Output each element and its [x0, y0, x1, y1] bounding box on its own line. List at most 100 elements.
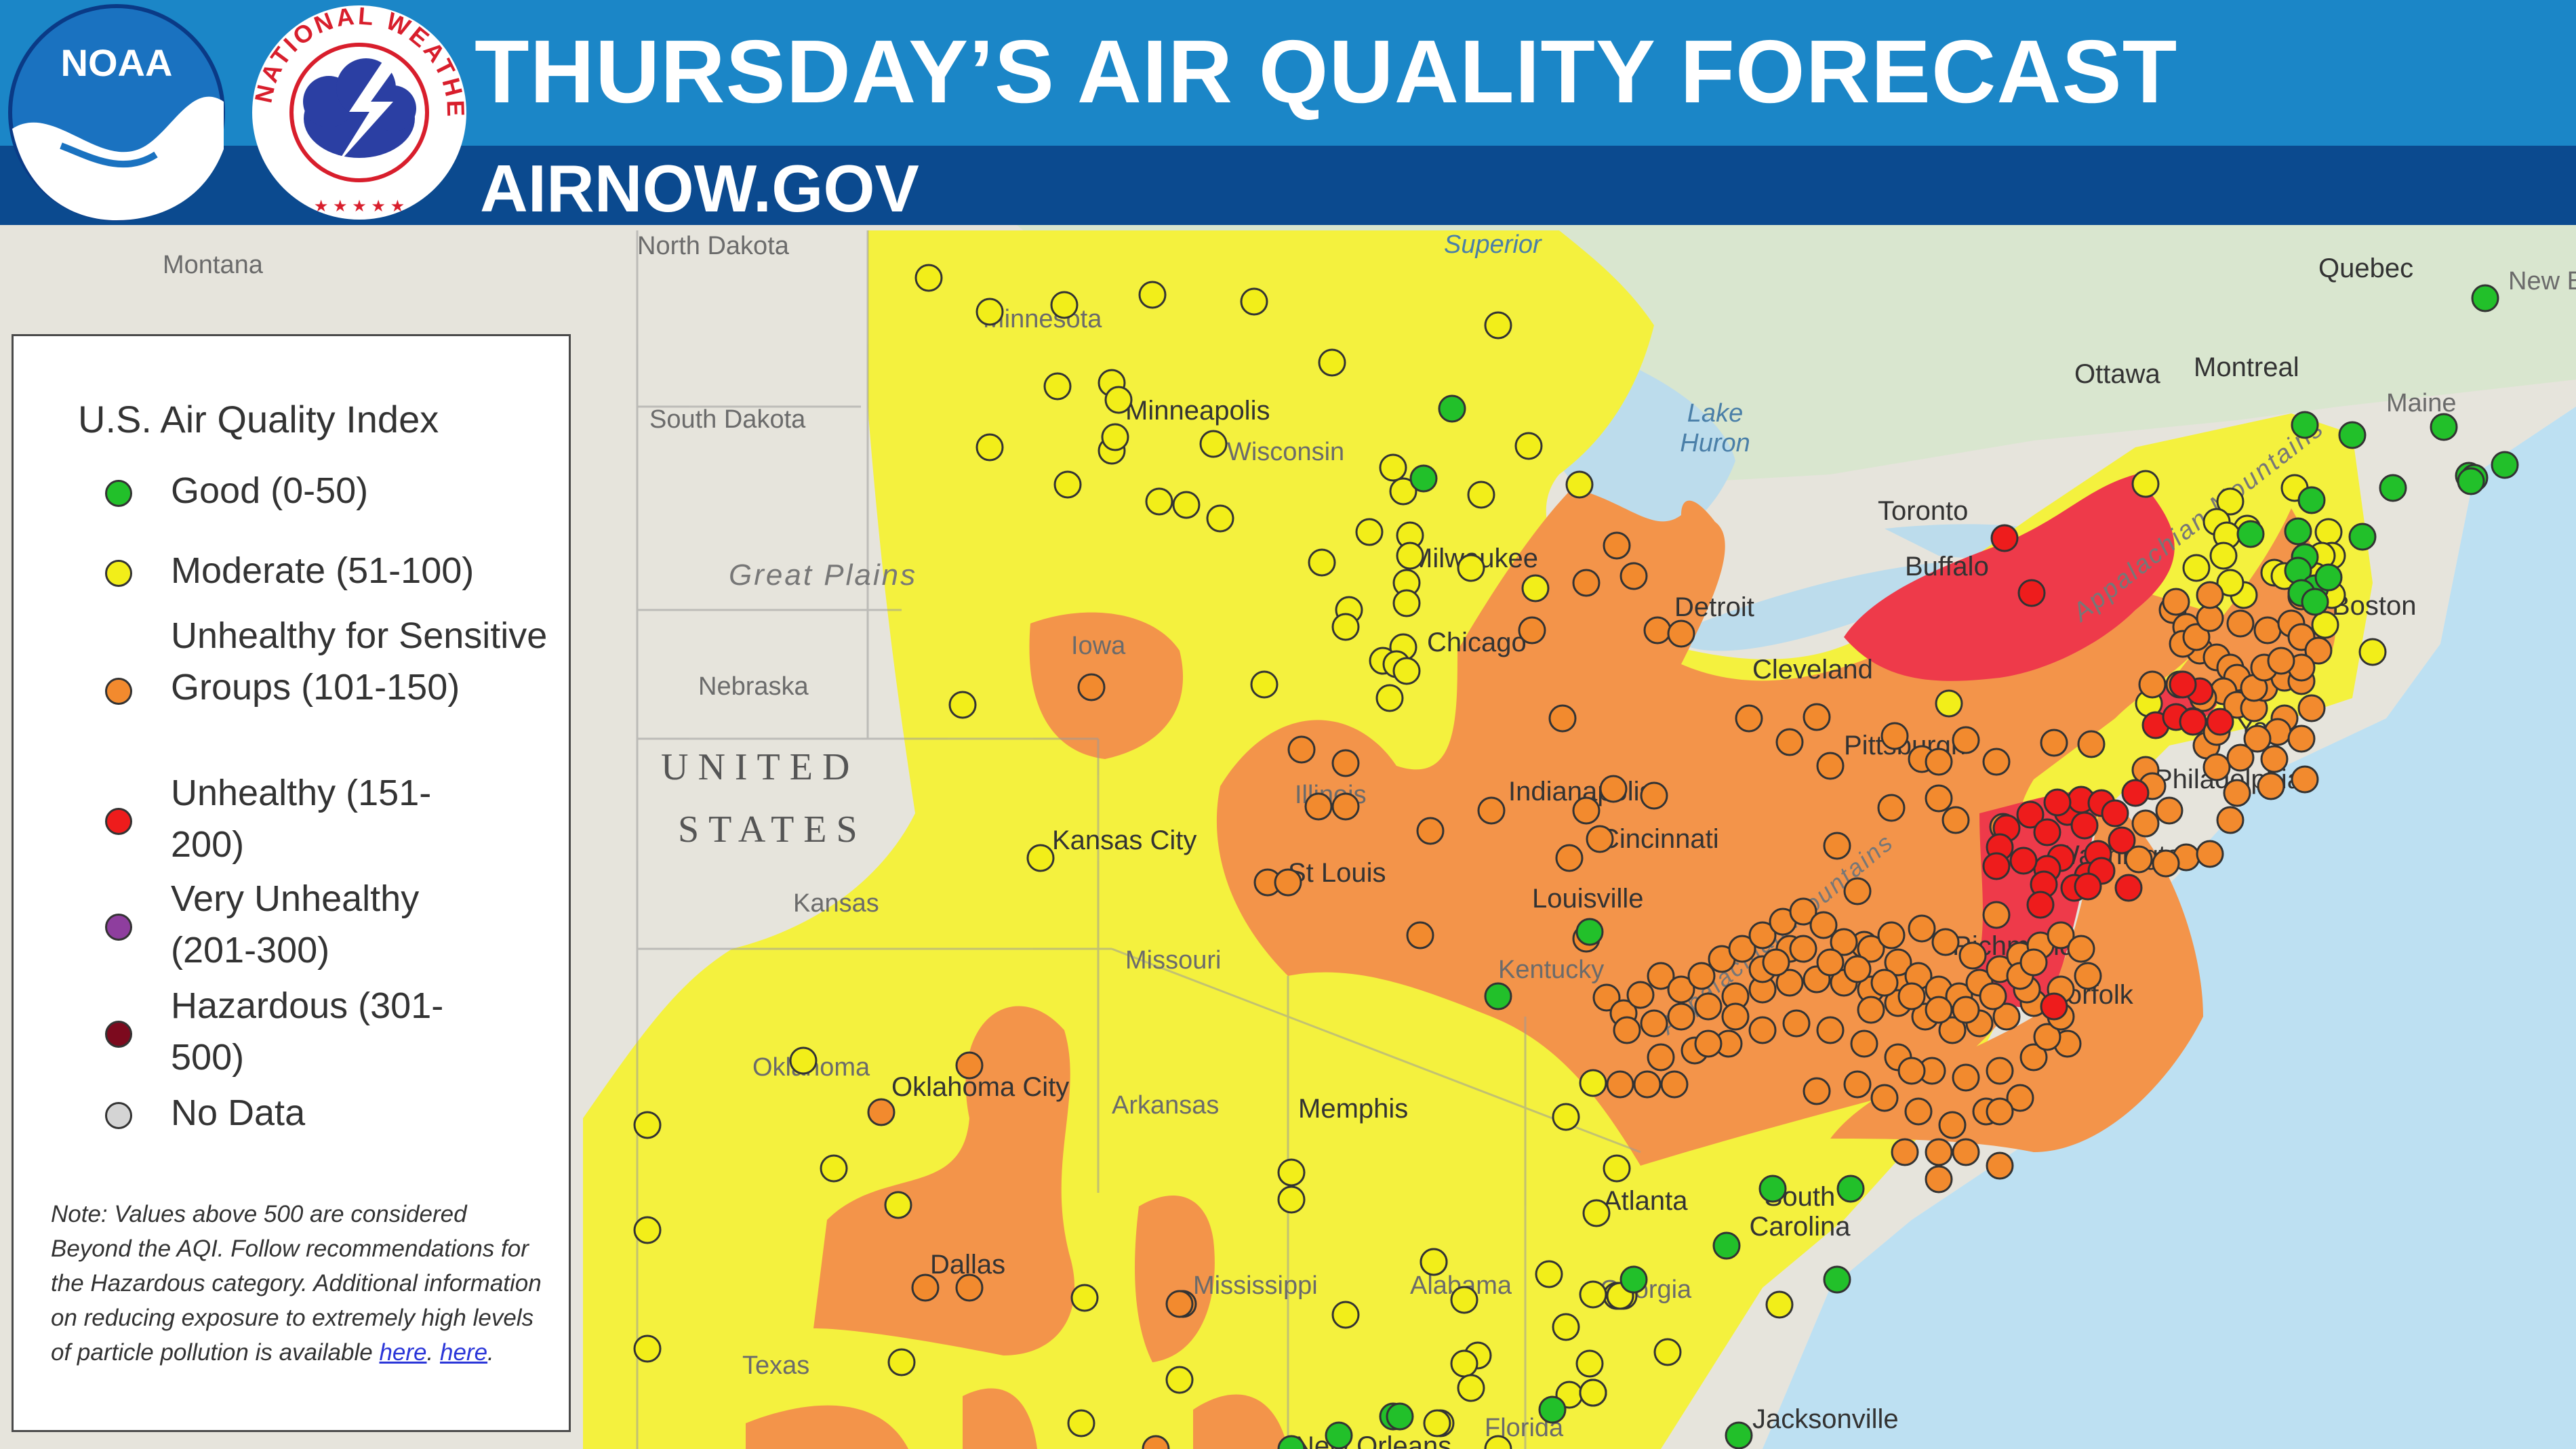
aqi-monitor-dot[interactable]	[1979, 982, 2007, 1011]
aqi-monitor-dot[interactable]	[820, 1154, 848, 1183]
aqi-monitor-dot[interactable]	[1830, 928, 1858, 956]
aqi-monitor-dot[interactable]	[1782, 1009, 1811, 1038]
aqi-monitor-dot[interactable]	[1816, 948, 1845, 977]
aqi-monitor-dot[interactable]	[1823, 1265, 1851, 1294]
aqi-monitor-dot[interactable]	[1250, 670, 1279, 699]
aqi-monitor-dot[interactable]	[1986, 1057, 2014, 1085]
aqi-monitor-dot[interactable]	[1420, 1248, 1448, 1276]
aqi-monitor-dot[interactable]	[2287, 724, 2316, 753]
aqi-monitor-dot[interactable]	[2138, 670, 2167, 699]
aqi-monitor-dot[interactable]	[1521, 574, 1550, 603]
aqi-monitor-dot[interactable]	[1775, 728, 1804, 756]
aqi-monitor-dot[interactable]	[2033, 1023, 2061, 1051]
aqi-monitor-dot[interactable]	[1613, 1016, 1641, 1044]
aqi-monitor-dot[interactable]	[1619, 562, 1648, 590]
aqi-monitor-dot[interactable]	[1870, 1084, 1899, 1112]
aqi-monitor-dot[interactable]	[1952, 996, 1980, 1024]
aqi-monitor-dot[interactable]	[1379, 453, 1407, 482]
aqi-map[interactable]: North Dakota Montana Minnesota Superior …	[0, 225, 2576, 1449]
aqi-monitor-dot[interactable]	[2291, 411, 2319, 439]
aqi-monitor-dot[interactable]	[1728, 935, 1756, 963]
aqi-monitor-dot[interactable]	[1758, 1175, 1787, 1203]
aqi-monitor-dot[interactable]	[1575, 1349, 1604, 1378]
aqi-monitor-dot[interactable]	[1484, 311, 1512, 340]
aqi-monitor-dot[interactable]	[1803, 703, 1831, 731]
aqi-monitor-dot[interactable]	[1406, 921, 1434, 950]
aqi-monitor-dot[interactable]	[1355, 518, 1384, 546]
aqi-monitor-dot[interactable]	[1660, 1070, 1689, 1099]
aqi-monitor-dot[interactable]	[1843, 877, 1872, 905]
aqi-monitor-dot[interactable]	[2379, 474, 2407, 502]
aqi-monitor-dot[interactable]	[2358, 638, 2387, 666]
aqi-monitor-dot[interactable]	[2223, 779, 2251, 807]
aqi-monitor-dot[interactable]	[1884, 948, 1912, 977]
aqi-monitor-dot[interactable]	[1633, 1070, 1662, 1099]
aqi-monitor-dot[interactable]	[867, 1098, 895, 1126]
aqi-monitor-dot[interactable]	[1592, 983, 1621, 1012]
aqi-monitor-dot[interactable]	[2017, 579, 2046, 607]
aqi-monitor-dot[interactable]	[1877, 921, 1906, 950]
aqi-monitor-dot[interactable]	[2471, 284, 2499, 312]
aqi-monitor-dot[interactable]	[1277, 1158, 1306, 1187]
aqi-monitor-dot[interactable]	[2291, 765, 2319, 794]
aqi-monitor-dot[interactable]	[1375, 684, 1404, 712]
aqi-monitor-dot[interactable]	[1816, 1016, 1845, 1044]
aqi-monitor-dot[interactable]	[1990, 524, 2019, 552]
aqi-monitor-dot[interactable]	[2196, 604, 2224, 632]
aqi-monitor-dot[interactable]	[2033, 818, 2061, 846]
aqi-monitor-dot[interactable]	[1552, 1313, 1580, 1341]
aqi-monitor-dot[interactable]	[948, 691, 977, 719]
aqi-monitor-dot[interactable]	[2009, 846, 2038, 875]
aqi-monitor-dot[interactable]	[2043, 788, 2072, 817]
aqi-monitor-dot[interactable]	[1626, 981, 1655, 1009]
aqi-monitor-dot[interactable]	[1277, 1185, 1306, 1214]
aqi-monitor-dot[interactable]	[1304, 792, 1333, 821]
monitor-dots[interactable]	[0, 225, 2576, 1449]
aqi-monitor-dot[interactable]	[1667, 975, 1695, 1004]
aqi-monitor-dot[interactable]	[1101, 423, 1129, 451]
aqi-monitor-dot[interactable]	[975, 298, 1004, 326]
aqi-monitor-dot[interactable]	[1043, 372, 1072, 401]
aqi-monitor-dot[interactable]	[789, 1046, 818, 1075]
aqi-monitor-dot[interactable]	[2077, 730, 2106, 758]
aqi-monitor-dot[interactable]	[2304, 636, 2333, 665]
aqi-monitor-dot[interactable]	[2257, 772, 2285, 800]
aqi-monitor-dot[interactable]	[1667, 619, 1695, 648]
aqi-monitor-dot[interactable]	[1925, 1165, 1953, 1193]
aqi-monitor-dot[interactable]	[1667, 1002, 1695, 1031]
aqi-monitor-dot[interactable]	[1572, 796, 1601, 825]
aqi-monitor-dot[interactable]	[633, 1111, 662, 1139]
aqi-monitor-dot[interactable]	[2026, 891, 2055, 919]
aqi-monitor-dot[interactable]	[1277, 1435, 1306, 1449]
aqi-monitor-dot[interactable]	[2074, 872, 2102, 901]
aqi-monitor-dot[interactable]	[1694, 1029, 1723, 1058]
aqi-monitor-dot[interactable]	[1721, 1002, 1750, 1031]
aqi-monitor-dot[interactable]	[1104, 386, 1133, 414]
aqi-monitor-dot[interactable]	[2314, 563, 2343, 592]
aqi-monitor-dot[interactable]	[1891, 1138, 1919, 1166]
aqi-monitor-dot[interactable]	[1416, 817, 1445, 845]
aqi-monitor-dot[interactable]	[2284, 517, 2312, 546]
aqi-monitor-dot[interactable]	[1555, 844, 1584, 872]
aqi-monitor-dot[interactable]	[1823, 832, 1851, 860]
aqi-monitor-dot[interactable]	[1396, 542, 1424, 570]
aqi-monitor-dot[interactable]	[1803, 1077, 1831, 1105]
aqi-monitor-dot[interactable]	[2179, 708, 2207, 736]
aqi-monitor-dot[interactable]	[2155, 796, 2183, 825]
aqi-monitor-dot[interactable]	[1165, 1290, 1194, 1318]
aqi-monitor-dot[interactable]	[1712, 1231, 1741, 1260]
aqi-monitor-dot[interactable]	[1548, 704, 1577, 733]
aqi-monitor-dot[interactable]	[1952, 1138, 1980, 1166]
aqi-monitor-dot[interactable]	[911, 1273, 940, 1302]
aqi-monitor-dot[interactable]	[1775, 968, 1804, 997]
aqi-monitor-dot[interactable]	[1386, 1402, 1414, 1431]
aqi-monitor-dot[interactable]	[2182, 554, 2211, 582]
aqi-monitor-dot[interactable]	[1145, 487, 1173, 516]
aqi-monitor-dot[interactable]	[1331, 613, 1360, 641]
aqi-monitor-dot[interactable]	[1552, 1103, 1580, 1131]
aqi-monitor-dot[interactable]	[1575, 918, 1604, 946]
aqi-monitor-dot[interactable]	[1687, 962, 1716, 990]
aqi-monitor-dot[interactable]	[1925, 996, 1953, 1024]
aqi-monitor-dot[interactable]	[1653, 1338, 1682, 1366]
aqi-monitor-dot[interactable]	[884, 1191, 912, 1219]
